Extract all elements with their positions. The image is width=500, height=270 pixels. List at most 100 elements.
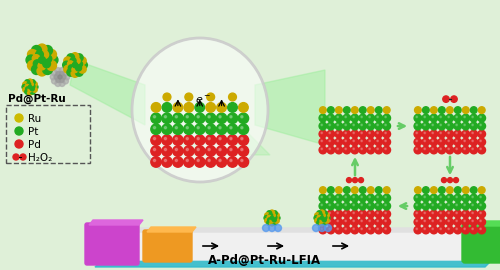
Circle shape (351, 226, 358, 234)
Circle shape (424, 140, 426, 142)
Circle shape (424, 148, 426, 150)
Circle shape (270, 219, 274, 223)
Circle shape (318, 224, 326, 231)
Circle shape (440, 228, 442, 230)
Circle shape (448, 220, 450, 222)
Circle shape (416, 204, 418, 206)
Circle shape (383, 194, 390, 202)
Circle shape (228, 124, 237, 134)
Circle shape (472, 220, 474, 222)
Circle shape (72, 67, 78, 73)
Circle shape (375, 202, 382, 210)
Circle shape (369, 124, 370, 126)
FancyBboxPatch shape (462, 223, 500, 263)
Circle shape (195, 103, 204, 112)
Circle shape (54, 75, 59, 80)
Circle shape (367, 122, 374, 130)
Circle shape (480, 132, 482, 134)
Circle shape (175, 148, 178, 151)
Circle shape (194, 113, 205, 123)
Circle shape (454, 130, 462, 138)
Circle shape (328, 187, 334, 193)
Circle shape (454, 178, 458, 183)
Circle shape (414, 130, 422, 138)
Circle shape (432, 204, 434, 206)
Circle shape (267, 220, 272, 225)
Polygon shape (89, 220, 143, 225)
Circle shape (432, 132, 434, 134)
Circle shape (470, 202, 478, 210)
Circle shape (173, 103, 182, 112)
Circle shape (456, 204, 458, 206)
Circle shape (184, 113, 194, 123)
Circle shape (383, 146, 390, 154)
Circle shape (464, 132, 466, 134)
Circle shape (194, 124, 205, 134)
Circle shape (197, 127, 200, 129)
Circle shape (422, 146, 430, 154)
Circle shape (462, 210, 469, 218)
Circle shape (472, 116, 474, 118)
Circle shape (329, 124, 330, 126)
Circle shape (55, 68, 61, 73)
Circle shape (329, 228, 330, 230)
Circle shape (383, 226, 390, 234)
Circle shape (377, 124, 378, 126)
Circle shape (345, 212, 346, 214)
Circle shape (319, 210, 326, 218)
Circle shape (230, 137, 232, 140)
Circle shape (206, 124, 216, 134)
Circle shape (32, 82, 37, 87)
Circle shape (464, 148, 466, 150)
Circle shape (377, 140, 378, 142)
Circle shape (377, 148, 378, 150)
Circle shape (32, 46, 42, 55)
Circle shape (228, 93, 236, 101)
Circle shape (367, 114, 374, 122)
Circle shape (314, 215, 319, 221)
Circle shape (376, 187, 382, 193)
Circle shape (28, 90, 32, 95)
Circle shape (462, 107, 469, 113)
Circle shape (432, 228, 434, 230)
Polygon shape (70, 60, 145, 125)
Circle shape (230, 148, 232, 151)
Circle shape (55, 80, 61, 86)
Circle shape (267, 211, 272, 216)
Circle shape (464, 212, 466, 214)
Circle shape (184, 124, 194, 134)
Circle shape (369, 140, 370, 142)
Circle shape (470, 218, 478, 226)
Circle shape (327, 226, 334, 234)
Circle shape (454, 114, 462, 122)
Circle shape (317, 215, 321, 219)
Circle shape (272, 220, 277, 225)
Circle shape (446, 114, 454, 122)
Circle shape (162, 103, 172, 112)
Circle shape (454, 138, 462, 146)
Circle shape (345, 140, 346, 142)
Circle shape (317, 220, 322, 225)
Circle shape (432, 212, 434, 214)
Circle shape (448, 228, 450, 230)
Circle shape (216, 113, 227, 123)
Circle shape (172, 157, 183, 167)
Circle shape (26, 87, 30, 91)
Circle shape (480, 228, 482, 230)
Circle shape (335, 122, 342, 130)
Circle shape (68, 65, 74, 71)
Circle shape (23, 82, 28, 87)
Circle shape (197, 116, 200, 118)
Circle shape (446, 138, 454, 146)
Circle shape (343, 114, 350, 122)
Circle shape (321, 132, 322, 134)
Circle shape (335, 194, 342, 202)
Circle shape (345, 220, 346, 222)
Circle shape (172, 135, 183, 145)
Circle shape (368, 187, 374, 193)
Circle shape (64, 57, 72, 65)
Circle shape (240, 159, 243, 161)
Circle shape (478, 187, 485, 193)
Circle shape (416, 212, 418, 214)
Circle shape (322, 213, 326, 217)
